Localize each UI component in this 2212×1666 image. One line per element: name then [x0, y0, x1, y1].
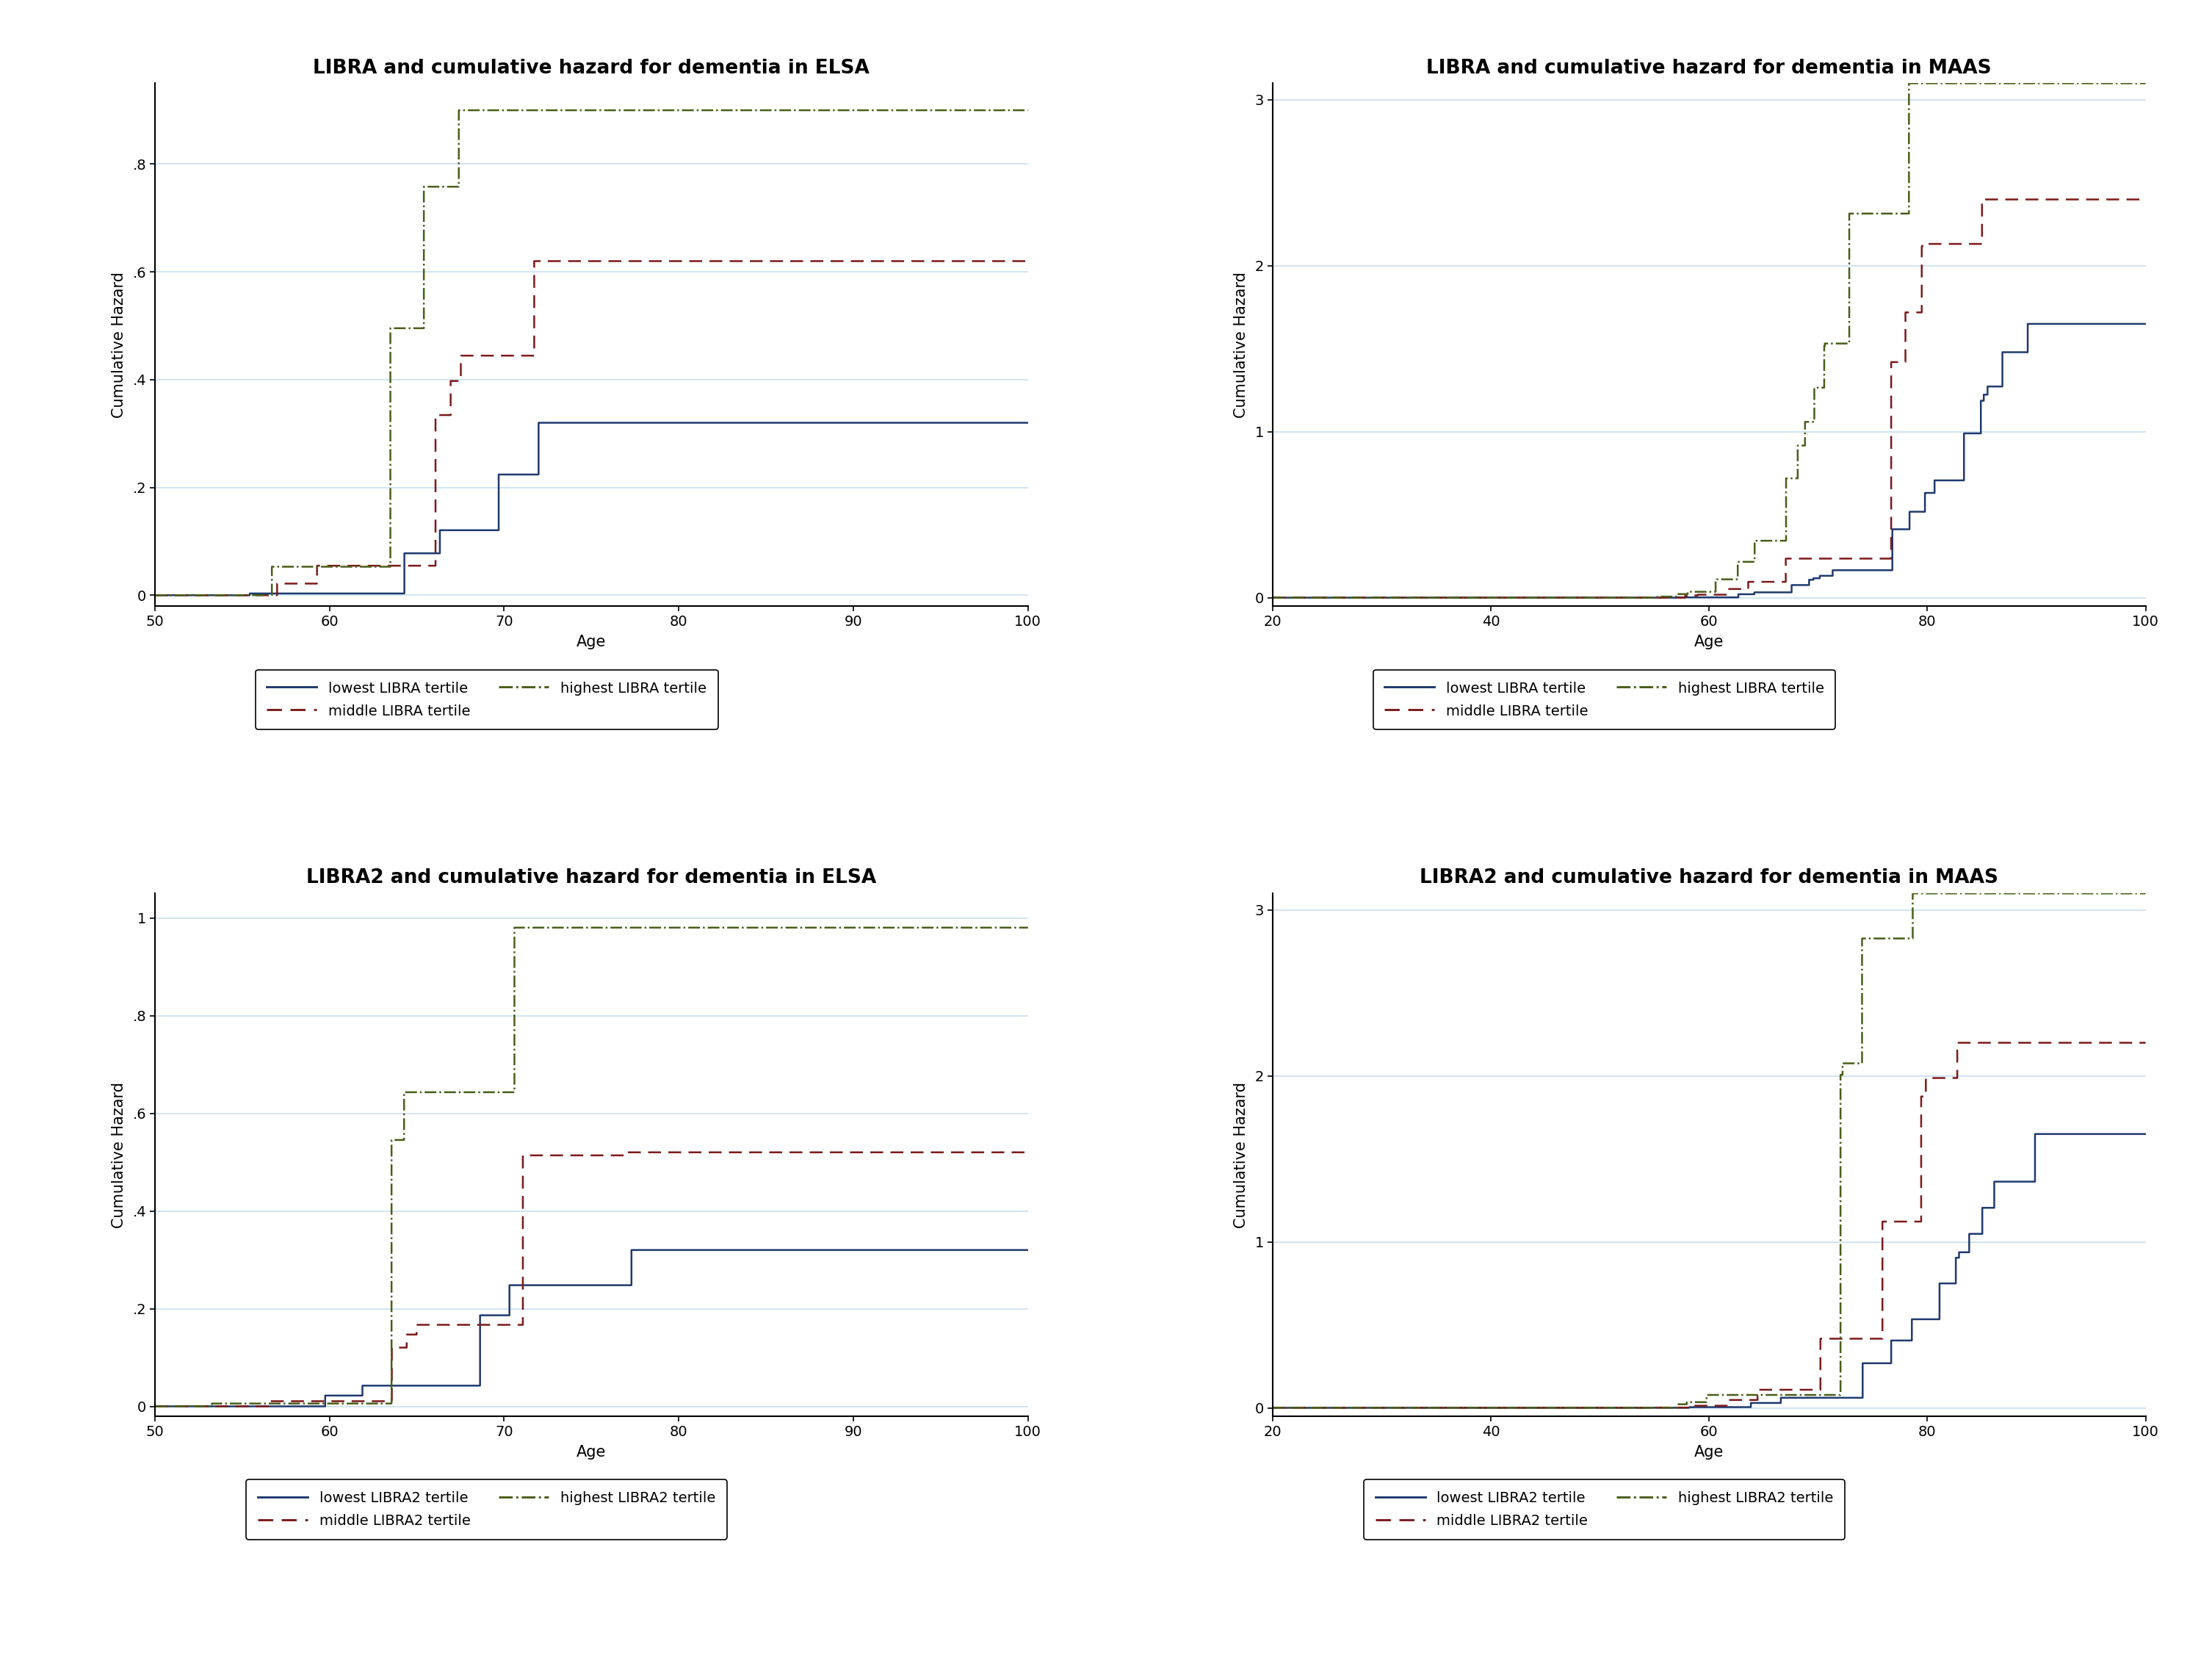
X-axis label: Age: Age — [577, 635, 606, 650]
Legend: lowest LIBRA2 tertile, middle LIBRA2 tertile, highest LIBRA2 tertile: lowest LIBRA2 tertile, middle LIBRA2 ter… — [246, 1479, 728, 1539]
Y-axis label: Cumulative Hazard: Cumulative Hazard — [111, 272, 126, 418]
X-axis label: Age: Age — [577, 1444, 606, 1459]
Title: LIBRA and cumulative hazard for dementia in MAAS: LIBRA and cumulative hazard for dementia… — [1427, 58, 1991, 78]
Legend: lowest LIBRA2 tertile, middle LIBRA2 tertile, highest LIBRA2 tertile: lowest LIBRA2 tertile, middle LIBRA2 ter… — [1365, 1479, 1845, 1539]
Title: LIBRA2 and cumulative hazard for dementia in MAAS: LIBRA2 and cumulative hazard for dementi… — [1420, 868, 1997, 888]
X-axis label: Age: Age — [1694, 635, 1723, 650]
Y-axis label: Cumulative Hazard: Cumulative Hazard — [1234, 272, 1248, 418]
Title: LIBRA2 and cumulative hazard for dementia in ELSA: LIBRA2 and cumulative hazard for dementi… — [307, 868, 876, 888]
Legend: lowest LIBRA tertile, middle LIBRA tertile, highest LIBRA tertile: lowest LIBRA tertile, middle LIBRA terti… — [254, 670, 719, 730]
Y-axis label: Cumulative Hazard: Cumulative Hazard — [1234, 1081, 1248, 1228]
Title: LIBRA and cumulative hazard for dementia in ELSA: LIBRA and cumulative hazard for dementia… — [314, 58, 869, 78]
X-axis label: Age: Age — [1694, 1444, 1723, 1459]
Legend: lowest LIBRA tertile, middle LIBRA tertile, highest LIBRA tertile: lowest LIBRA tertile, middle LIBRA terti… — [1374, 670, 1836, 730]
Y-axis label: Cumulative Hazard: Cumulative Hazard — [111, 1081, 126, 1228]
